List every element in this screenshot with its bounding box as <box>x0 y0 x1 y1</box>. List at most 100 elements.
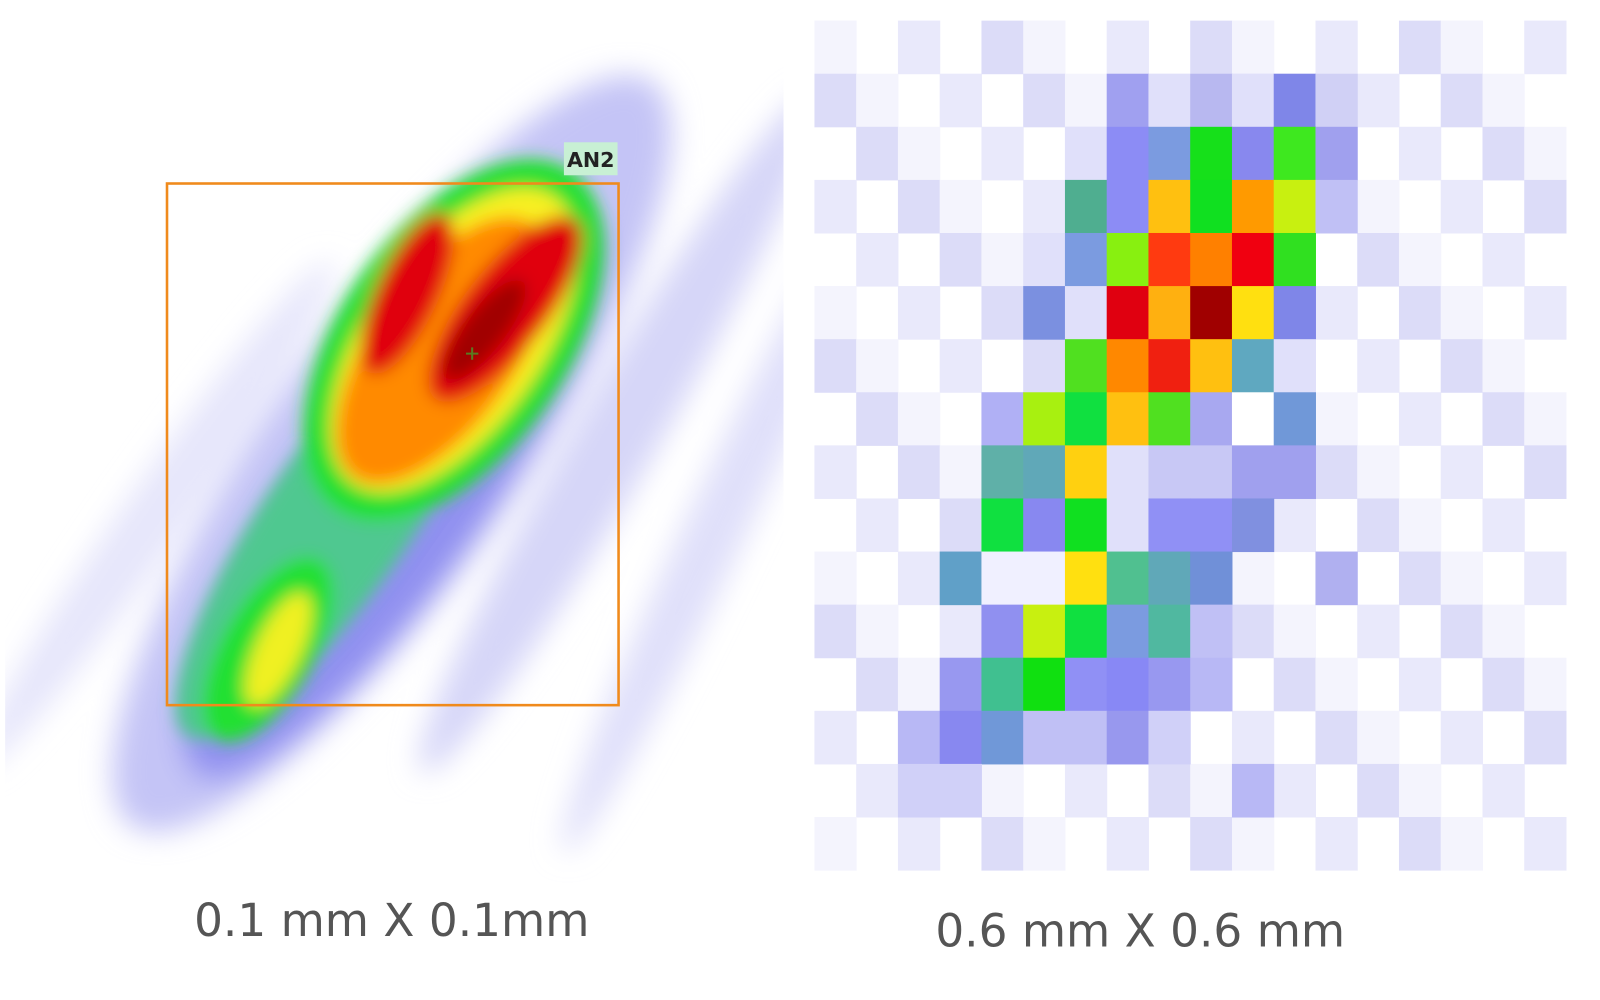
heat-cell <box>856 392 899 446</box>
heat-cell <box>1273 339 1316 393</box>
heat-cell <box>1357 498 1400 553</box>
heat-cell <box>1064 286 1108 340</box>
heat-cell <box>1482 604 1525 659</box>
heat-cell <box>981 126 1024 181</box>
scan-core <box>175 159 604 742</box>
heat-cell <box>981 445 1024 499</box>
heat-cell <box>814 339 857 393</box>
heat-cell <box>1440 286 1483 340</box>
heat-cell <box>1231 710 1275 765</box>
heat-cell <box>1440 551 1483 606</box>
heat-cell <box>1231 498 1275 553</box>
heat-cell <box>1106 232 1149 287</box>
heat-cell <box>1357 73 1400 128</box>
heat-cell <box>814 604 857 659</box>
heat-cell <box>1064 126 1108 181</box>
heat-cell <box>897 657 941 712</box>
heat-cell <box>1524 445 1567 499</box>
heat-cell <box>939 445 982 499</box>
heat-cell <box>1064 551 1108 606</box>
heat-cell <box>1231 339 1275 393</box>
heat-cell <box>1064 73 1108 128</box>
heat-cell <box>897 551 941 606</box>
heat-cell <box>1273 604 1316 659</box>
heat-cell <box>1148 604 1191 659</box>
heat-cell <box>1148 179 1191 234</box>
heat-cell <box>1106 498 1149 553</box>
heat-cell <box>1440 604 1483 659</box>
heat-cell <box>1273 763 1316 818</box>
heat-cell <box>1440 179 1483 234</box>
heat-cell <box>1524 657 1567 712</box>
heat-cell <box>981 657 1024 712</box>
heat-cell <box>1190 20 1233 75</box>
heat-cell <box>1023 339 1066 393</box>
heat-cell <box>1273 126 1316 181</box>
heat-cell <box>1315 445 1358 499</box>
heat-cell <box>1106 286 1149 340</box>
heat-cell <box>1231 20 1275 75</box>
heat-cell <box>1023 20 1066 75</box>
heat-cell <box>814 73 857 128</box>
heat-cell <box>1106 20 1149 75</box>
heat-cell <box>1023 604 1066 659</box>
heat-cell <box>1148 551 1191 606</box>
heat-cell <box>1482 657 1525 712</box>
heat-cell <box>1106 604 1149 659</box>
heat-cell <box>1231 604 1275 659</box>
heat-cell <box>1231 232 1275 287</box>
heat-cell <box>1190 286 1233 340</box>
heat-cell <box>981 392 1024 446</box>
heat-cell <box>1064 498 1108 553</box>
heat-cell <box>1440 445 1483 499</box>
heat-cell <box>1064 339 1108 393</box>
heat-cell <box>1106 445 1149 499</box>
heat-cell <box>1190 339 1233 393</box>
heat-cell <box>1315 73 1358 128</box>
heat-cell <box>1315 710 1358 765</box>
heat-cell <box>1231 286 1275 340</box>
heat-cell <box>856 73 899 128</box>
heat-cell <box>1231 551 1275 606</box>
heat-cell <box>1273 498 1316 553</box>
heat-cell <box>981 20 1024 75</box>
heat-cell <box>1148 498 1191 553</box>
roi-label: AN2 <box>567 148 615 172</box>
heat-cell <box>1023 445 1066 499</box>
heat-cell <box>1398 20 1442 75</box>
heat-cell <box>1524 710 1567 765</box>
heat-cell <box>1482 232 1525 287</box>
heat-cell <box>1273 657 1316 712</box>
heat-cell <box>1106 126 1149 181</box>
heat-cell <box>981 763 1024 818</box>
heat-cell <box>1315 179 1358 234</box>
heat-cell <box>1524 286 1567 340</box>
heat-cell <box>1106 392 1149 446</box>
heat-cell <box>1190 445 1233 499</box>
heat-cell <box>1023 392 1066 446</box>
heat-cell <box>1106 710 1149 765</box>
heat-cell <box>939 498 982 553</box>
heat-cell <box>939 604 982 659</box>
heat-cell <box>981 710 1024 765</box>
coarse-scan <box>814 20 1567 897</box>
roi-box <box>165 182 620 707</box>
heat-cell <box>1148 657 1191 712</box>
heat-cell <box>1148 763 1191 818</box>
heat-cell <box>1273 445 1316 499</box>
caption: 0.1 mm X 0.1mm <box>194 894 589 947</box>
heat-cell <box>939 232 982 287</box>
heat-cell <box>1398 763 1442 818</box>
heat-cell <box>1190 232 1233 287</box>
heat-cell <box>1357 179 1400 234</box>
heat-cell <box>1524 179 1567 234</box>
caption: 0.6 mm X 0.6 mm <box>935 904 1345 957</box>
heat-cell <box>1315 126 1358 181</box>
heat-cell <box>1023 179 1066 234</box>
heat-cell <box>897 20 941 75</box>
heat-cell <box>1106 551 1149 606</box>
heat-cell <box>1064 710 1108 765</box>
heat-cell <box>1524 551 1567 606</box>
heat-cell <box>1357 445 1400 499</box>
heat-cell <box>1023 710 1066 765</box>
